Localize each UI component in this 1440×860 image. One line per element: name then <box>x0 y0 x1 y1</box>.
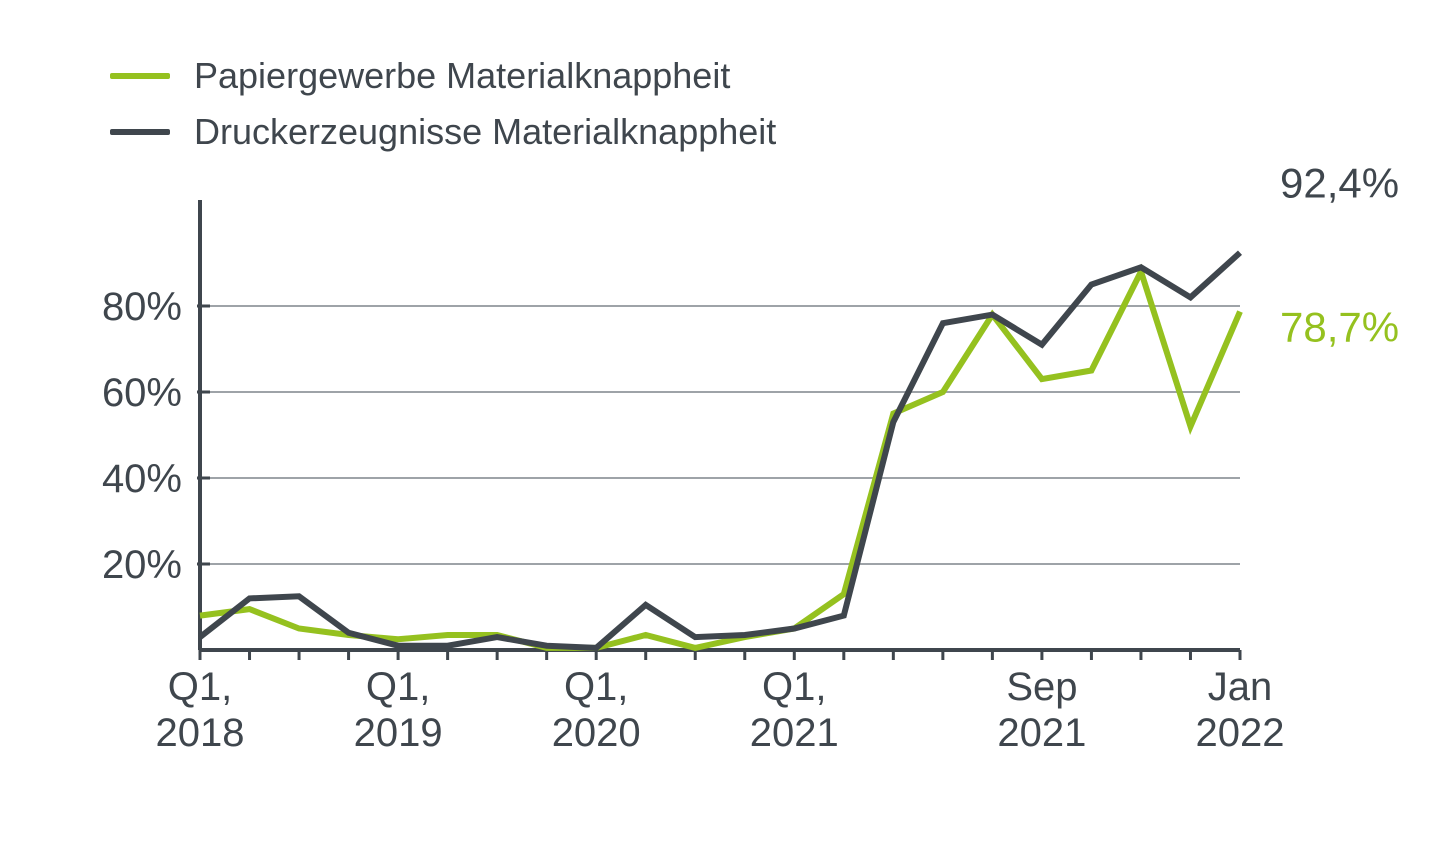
x-axis-label: 2021 <box>997 711 1086 755</box>
x-axis-label: Sep <box>1006 665 1077 709</box>
x-axis-label: Q1, <box>762 665 826 709</box>
series-end-label: 92,4% <box>1280 160 1399 207</box>
legend-label: Papiergewerbe Materialknappheit <box>194 55 730 97</box>
legend-swatch-icon <box>110 129 170 135</box>
material-shortage-chart: Papiergewerbe Materialknappheit Druckerz… <box>0 0 1440 860</box>
y-axis-label: 20% <box>102 543 182 587</box>
legend-label: Druckerzeugnisse Materialknappheit <box>194 111 776 153</box>
x-axis-label: Q1, <box>564 665 628 709</box>
x-axis-label: 2022 <box>1196 711 1285 755</box>
x-axis-label: Q1, <box>366 665 430 709</box>
y-axis-label: 80% <box>102 285 182 329</box>
series-line <box>200 272 1240 648</box>
legend-swatch-icon <box>110 73 170 79</box>
legend-item: Druckerzeugnisse Materialknappheit <box>110 111 776 153</box>
x-axis-label: 2019 <box>354 711 443 755</box>
series-end-label: 78,7% <box>1280 304 1399 351</box>
x-axis-label: Jan <box>1208 665 1273 709</box>
x-axis-label: Q1, <box>168 665 232 709</box>
x-axis-label: 2021 <box>750 711 839 755</box>
legend: Papiergewerbe Materialknappheit Druckerz… <box>110 55 776 167</box>
legend-item: Papiergewerbe Materialknappheit <box>110 55 776 97</box>
x-axis-label: 2020 <box>552 711 641 755</box>
series-line <box>200 253 1240 648</box>
y-axis-label: 40% <box>102 457 182 501</box>
x-axis-label: 2018 <box>156 711 245 755</box>
y-axis-label: 60% <box>102 371 182 415</box>
